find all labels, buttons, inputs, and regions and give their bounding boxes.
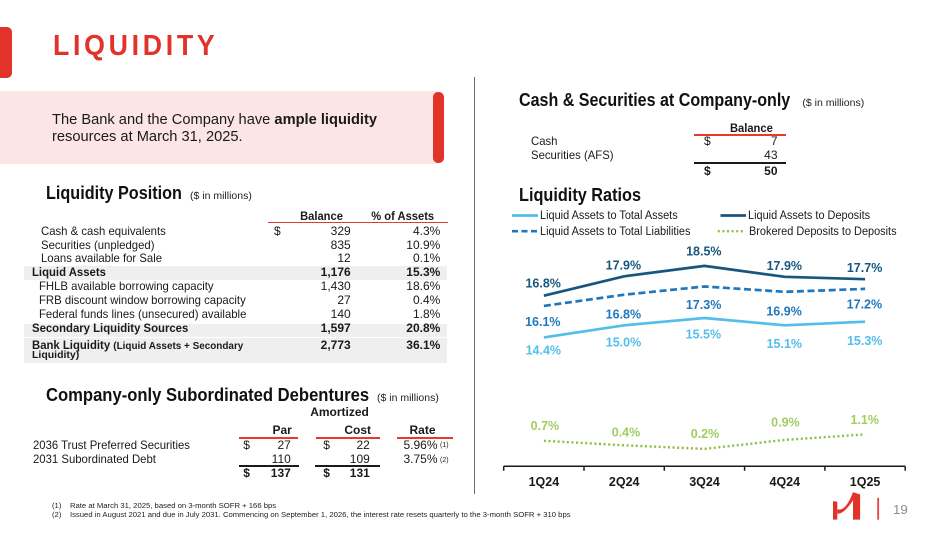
svg-text:0.4%: 0.4%	[612, 426, 641, 440]
svg-text:4Q24: 4Q24	[770, 475, 801, 489]
svg-text:15.1%: 15.1%	[767, 337, 802, 351]
svg-text:17.3%: 17.3%	[686, 298, 721, 312]
svg-text:18.5%: 18.5%	[686, 245, 721, 259]
svg-text:16.1%: 16.1%	[525, 315, 560, 329]
svg-text:0.7%: 0.7%	[531, 419, 560, 433]
svg-text:17.9%: 17.9%	[767, 259, 802, 273]
svg-text:3Q24: 3Q24	[689, 475, 720, 489]
svg-text:0.2%: 0.2%	[691, 427, 720, 441]
svg-text:17.2%: 17.2%	[847, 298, 882, 312]
svg-text:14.4%: 14.4%	[526, 344, 561, 358]
svg-text:1Q25: 1Q25	[850, 475, 881, 489]
svg-text:16.8%: 16.8%	[606, 308, 641, 322]
svg-text:17.9%: 17.9%	[606, 258, 641, 272]
svg-text:1.1%: 1.1%	[850, 413, 879, 427]
svg-text:15.0%: 15.0%	[606, 336, 641, 350]
svg-text:1Q24: 1Q24	[529, 475, 560, 489]
svg-text:16.9%: 16.9%	[766, 305, 801, 319]
svg-text:17.7%: 17.7%	[847, 261, 882, 275]
svg-text:15.5%: 15.5%	[686, 328, 721, 342]
svg-text:15.3%: 15.3%	[847, 334, 882, 348]
svg-text:0.9%: 0.9%	[771, 416, 800, 430]
svg-text:2Q24: 2Q24	[609, 475, 640, 489]
svg-text:16.8%: 16.8%	[525, 276, 560, 290]
